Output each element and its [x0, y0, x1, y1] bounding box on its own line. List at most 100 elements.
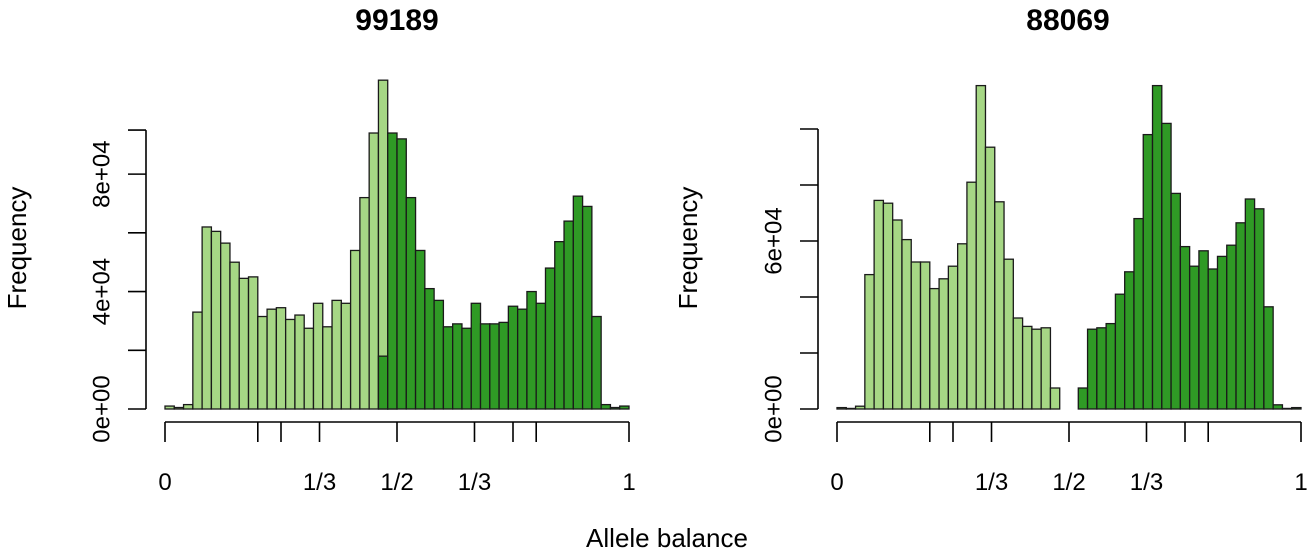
dark-histogram-bar	[377, 355, 389, 410]
dark-histogram-bar	[387, 132, 398, 410]
dark-histogram-bar	[1096, 327, 1107, 410]
x-axis-label: Allele balance	[586, 523, 748, 551]
y-tick-label: 0e+00	[88, 375, 115, 442]
dark-histogram-bar	[1188, 265, 1200, 410]
dark-histogram-bar	[424, 287, 435, 410]
dark-histogram-bar	[572, 195, 584, 410]
x-tick-label: 0	[158, 469, 171, 496]
dark-histogram-bar	[1170, 192, 1182, 410]
light-histogram-bar	[173, 406, 185, 410]
light-histogram-bar	[220, 242, 231, 410]
light-histogram-bar	[303, 327, 315, 410]
dark-histogram-bar	[1124, 271, 1135, 410]
dark-histogram-bar	[581, 205, 593, 410]
dark-histogram-bar	[1207, 268, 1219, 410]
dark-histogram-bar	[544, 267, 556, 410]
x-axis: 0 1/3 1/2 1/3 1	[158, 421, 636, 496]
panel-99189: 99189 0e+00 4e+04 8e+04 0 1/3 1/2 1/3 1 Freque…	[2, 4, 636, 496]
dark-histogram-bar	[489, 323, 500, 410]
y-axis: 0e+00 4e+04 8e+04	[88, 129, 147, 443]
dark-histogram-bar	[498, 321, 510, 410]
dark-histogram-bar	[609, 406, 621, 410]
light-histogram-bar	[201, 226, 213, 410]
dark-histogram-bar	[1077, 387, 1089, 410]
dark-histogram-bar	[1086, 328, 1098, 410]
light-histogram-bar	[192, 311, 203, 410]
dark-histogram-bar	[600, 403, 612, 410]
dark-histogram-bar	[1161, 122, 1172, 410]
light-histogram-bar	[229, 261, 240, 410]
light-histogram-bar	[854, 405, 866, 410]
dark-histogram-bar	[1142, 133, 1154, 410]
dark-histogram-bar	[563, 220, 574, 410]
dark-histogram-bar	[1244, 198, 1256, 410]
light-histogram-bar	[359, 196, 370, 410]
y-tick-label: 4e+04	[88, 258, 115, 325]
light-histogram-bar	[1021, 325, 1033, 410]
light-histogram-bar	[975, 84, 987, 410]
light-histogram-bar	[340, 302, 352, 410]
x-tick-label: 1/3	[303, 469, 336, 496]
dark-histogram-bar	[1281, 407, 1293, 410]
dark-histogram-bar	[526, 290, 537, 410]
light-histogram-bar	[845, 407, 857, 410]
dark-histogram-bar	[1216, 255, 1228, 410]
light-histogram-bar	[210, 230, 222, 410]
dark-histogram-bar	[442, 326, 454, 410]
dark-histogram-bar	[1179, 245, 1191, 410]
dark-histogram-bar	[516, 308, 528, 410]
x-tick-label: 1/2	[1052, 469, 1085, 496]
y-axis-label: Frequency	[2, 187, 32, 310]
light-histogram-bar	[368, 132, 380, 410]
panel-88069: 88069 0e+00 6e+04 0 1/3 1/2 1/3 1 Frequency	[673, 4, 1307, 496]
light-histogram-bar	[984, 146, 996, 410]
dark-histogram-bar	[470, 302, 482, 410]
light-histogram-bar	[1012, 317, 1024, 410]
x-tick-label: 1/3	[1130, 469, 1163, 496]
light-histogram-bar	[275, 307, 287, 410]
light-histogram-bar	[947, 265, 959, 410]
y-axis: 0e+00 6e+04	[760, 128, 819, 443]
dark-histogram-bar	[1253, 208, 1265, 410]
chart-title: 88069	[1026, 4, 1109, 37]
dark-histogram-bar	[1151, 84, 1163, 410]
dark-histogram-bar	[479, 323, 491, 410]
light-histogram-bar	[322, 326, 333, 410]
light-histogram-bar	[331, 299, 342, 410]
x-tick-label: 1/2	[380, 469, 413, 496]
dark-histogram-bar	[414, 249, 426, 410]
x-tick-label: 1/3	[975, 469, 1008, 496]
x-tick-label: 1	[1294, 469, 1307, 496]
histogram-bars	[836, 84, 1302, 410]
light-histogram-bar	[892, 219, 903, 410]
dark-histogram-bar	[1226, 244, 1237, 410]
dark-histogram-bar	[452, 323, 463, 410]
dark-histogram-bar	[1105, 322, 1117, 410]
light-histogram-bar	[1049, 387, 1061, 410]
light-histogram-bar	[956, 243, 968, 410]
dark-histogram-bar	[619, 405, 630, 410]
x-axis: 0 1/3 1/2 1/3 1	[830, 421, 1307, 496]
light-histogram-bar	[882, 202, 894, 410]
light-histogram-bar	[238, 277, 250, 410]
light-histogram-bar	[266, 308, 278, 410]
light-histogram-bar	[966, 181, 977, 410]
dark-histogram-bar	[405, 196, 417, 410]
dark-histogram-bar	[1272, 404, 1284, 410]
dark-histogram-bar	[433, 299, 445, 410]
light-histogram-bar	[1031, 328, 1042, 410]
y-tick-label: 6e+04	[760, 207, 787, 274]
dark-histogram-bar	[1114, 293, 1126, 410]
light-histogram-bar	[1040, 327, 1052, 410]
light-histogram-bar	[1003, 258, 1014, 410]
light-histogram-bar	[910, 261, 922, 410]
light-histogram-bar	[349, 249, 361, 410]
dark-histogram-bar	[396, 138, 407, 410]
dark-histogram-bar	[507, 305, 519, 410]
light-histogram-bar	[312, 302, 324, 410]
y-axis-label: Frequency	[673, 187, 703, 310]
light-histogram-bar	[164, 405, 175, 410]
dark-histogram-bar	[591, 315, 602, 410]
light-histogram-bar	[182, 403, 194, 410]
